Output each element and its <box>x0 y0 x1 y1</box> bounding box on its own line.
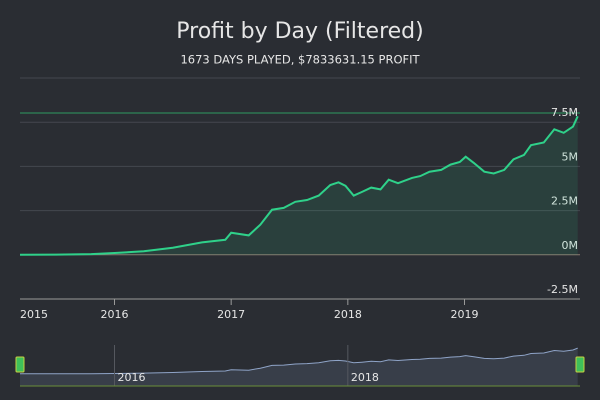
y-tick-label: 0M <box>562 239 579 252</box>
navigator-label: 2018 <box>351 371 379 384</box>
navigator-line <box>20 347 578 375</box>
line <box>19 115 579 256</box>
y-tick-label: 7.5M <box>551 106 578 119</box>
navigator-handle[interactable] <box>575 356 585 373</box>
chart-title: Profit by Day (Filtered) <box>176 19 423 44</box>
chart-subtitle: 1673 DAYS PLAYED, $7833631.15 PROFIT <box>180 53 420 67</box>
y-tick-label: 2.5M <box>551 195 578 208</box>
x-tick-label: 2016 <box>101 308 129 321</box>
area-fill <box>20 116 578 255</box>
navigator-bg <box>20 345 580 386</box>
navigator-area <box>20 348 578 386</box>
x-tick-label: 2017 <box>217 308 245 321</box>
x-tick-label: 2018 <box>334 308 362 321</box>
navigator-label: 2016 <box>118 371 146 384</box>
x-tick-label: 2015 <box>20 308 48 321</box>
y-tick-label: -2.5M <box>547 283 578 296</box>
x-tick-label: 2019 <box>451 308 479 321</box>
navigator-handle[interactable] <box>15 356 25 373</box>
y-tick-label: 5M <box>562 150 579 163</box>
